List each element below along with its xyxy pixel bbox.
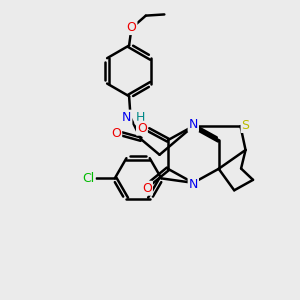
Text: N: N bbox=[122, 111, 131, 124]
Text: Cl: Cl bbox=[82, 172, 94, 185]
Text: N: N bbox=[189, 178, 198, 191]
Text: H: H bbox=[136, 111, 145, 124]
Text: O: O bbox=[137, 122, 147, 135]
Text: S: S bbox=[242, 119, 250, 132]
Text: N: N bbox=[189, 118, 198, 131]
Text: O: O bbox=[111, 127, 121, 140]
Text: O: O bbox=[142, 182, 152, 195]
Text: O: O bbox=[127, 21, 136, 34]
